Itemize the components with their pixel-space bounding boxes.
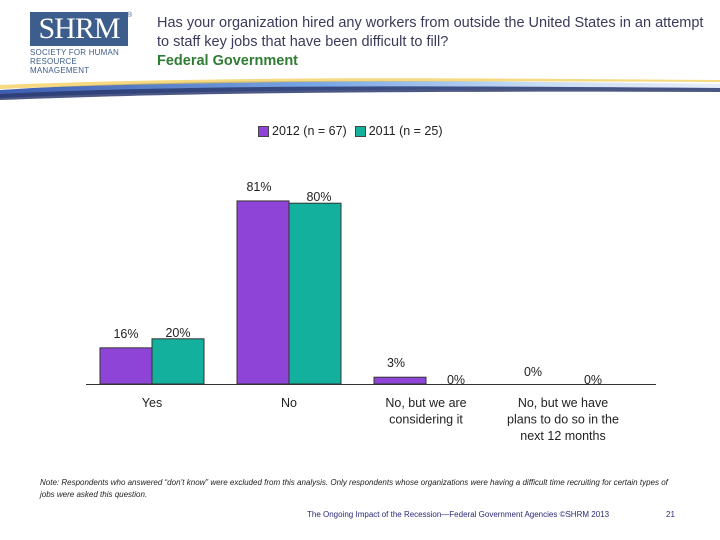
slide-title: Has your organization hired any workers … [157,14,707,71]
logo-subtitle: Society for Human Resource Management [30,48,120,75]
data-label-2012-1: 81% [246,180,271,194]
page-number: 21 [666,510,675,519]
category-label-2-line-0: No, but we are [385,396,466,410]
data-label-2012-2: 3% [387,356,405,370]
data-label-2011-0: 20% [165,326,190,340]
bar-2011-0 [151,338,205,385]
data-label-2012-3: 0% [524,365,542,379]
methodology-note: Note: Respondents who answered “don’t kn… [40,478,668,499]
legend-swatch-2012 [258,125,269,137]
bar-2012-0 [99,347,153,385]
survey-question: Has your organization hired any workers … [157,15,704,50]
data-label-2011-1: 80% [306,190,331,204]
legend-label-2012: 2012 (n = 67) [272,124,347,138]
category-label-3-line-0: No, but we have [518,396,608,410]
category-label-3-line-1: plans to do so in the [507,413,619,427]
logo-registered-mark: ® [127,12,133,19]
data-label-2011-3: 0% [584,373,602,387]
bar-2012-2 [373,376,427,385]
segment-subtitle: Federal Government [157,53,299,69]
legend-item-2012: 2012 (n = 67) [258,124,347,138]
data-label-2011-2: 0% [447,373,465,387]
legend-swatch-2011 [354,125,366,137]
data-label-2012-0: 16% [113,327,138,341]
category-label-0-line-0: Yes [142,396,162,410]
category-label-3-line-2: next 12 months [520,429,605,443]
legend-label-2011: 2011 (n = 25) [368,124,443,138]
category-label-1-line-0: No [281,396,297,410]
decorative-header-band [0,78,720,100]
footer-citation: The Ongoing Impact of the Recession—Fede… [307,510,610,519]
chart-legend: 2012 (n = 67) 2011 (n = 25) [258,124,447,138]
bar-chart: 16% 20% Yes 81% 80% No 3% 0% No, but we are consi… [86,180,656,443]
logo-wordmark: SHRM [30,12,128,46]
bar-2012-1 [236,200,290,385]
bar-2011-1 [288,202,342,385]
shrm-logo: SHRM ® Society for Human Resource Manage… [30,12,134,75]
category-label-2-line-1: considering it [389,413,463,427]
legend-item-2011: 2011 (n = 25) [354,124,443,138]
